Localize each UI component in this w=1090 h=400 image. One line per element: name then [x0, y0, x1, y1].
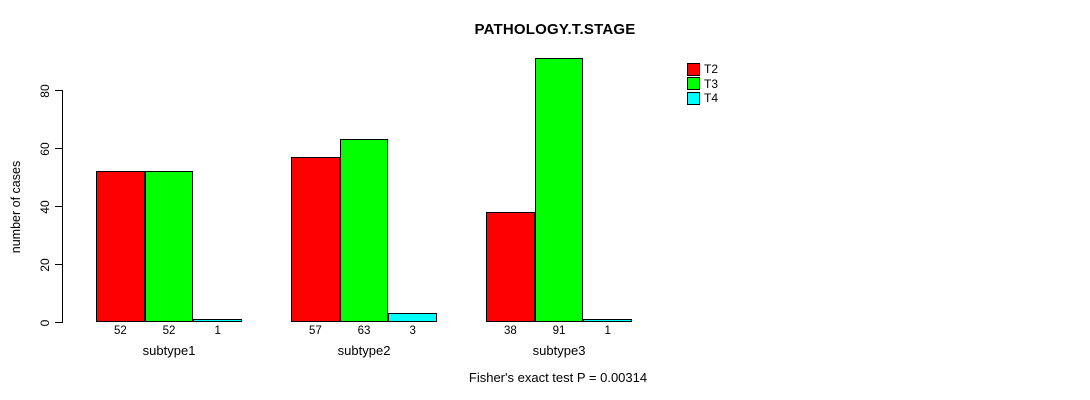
bar-value-label: 1 [604, 325, 611, 337]
y-axis-tick-label: 60 [38, 141, 52, 156]
legend-label: T4 [704, 91, 719, 106]
legend-item-t4: T4 [687, 91, 718, 105]
bar-t3-subtype2 [339, 139, 389, 322]
bar-t4-subtype2 [388, 313, 438, 322]
bar-value-label: 91 [552, 325, 566, 337]
bar-value-label: 52 [162, 325, 176, 337]
legend-swatch-t4 [687, 91, 700, 105]
bar-value-label: 52 [113, 325, 127, 337]
bar-t3-subtype1 [144, 171, 194, 322]
legend-label: T3 [704, 76, 719, 91]
legend-label: T2 [704, 62, 719, 76]
bar-value-label: 38 [503, 325, 517, 337]
y-axis-tick-label: 80 [38, 83, 52, 98]
y-axis-tick-label: 40 [38, 199, 52, 214]
bar-t2-subtype3 [486, 211, 535, 322]
category-label-subtype3: subtype3 [532, 343, 586, 358]
legend-item-t3: T3 [687, 77, 718, 91]
y-axis-tick [55, 264, 62, 265]
bar-t2-subtype2 [291, 156, 340, 322]
y-axis-line [62, 90, 63, 323]
y-axis-tick [55, 206, 62, 207]
y-axis-tick [55, 322, 62, 323]
bar-t4-subtype1 [193, 319, 243, 322]
legend-swatch-t2 [687, 62, 700, 76]
y-axis-label: number of cases [9, 160, 23, 254]
bar-value-label: 57 [308, 325, 322, 337]
legend-item-t2: T2 [687, 62, 718, 76]
bar-t3-subtype3 [534, 58, 584, 322]
y-axis-tick [55, 90, 62, 91]
legend-swatch-t3 [687, 77, 700, 91]
bar-t2-subtype1 [96, 171, 145, 322]
annotation-text: Fisher's exact test P = 0.00314 [468, 370, 648, 385]
y-axis-tick [55, 148, 62, 149]
y-axis-tick-label: 20 [38, 257, 52, 272]
bar-t4-subtype3 [583, 319, 633, 322]
y-axis-tick-label: 0 [38, 319, 52, 326]
bar-value-label: 3 [409, 325, 416, 337]
category-label-subtype2: subtype2 [337, 343, 391, 358]
bar-value-label: 63 [357, 325, 371, 337]
category-label-subtype1: subtype1 [142, 343, 196, 358]
chart-title: PATHOLOGY.T.STAGE [474, 21, 636, 38]
bar-value-label: 1 [214, 325, 221, 337]
